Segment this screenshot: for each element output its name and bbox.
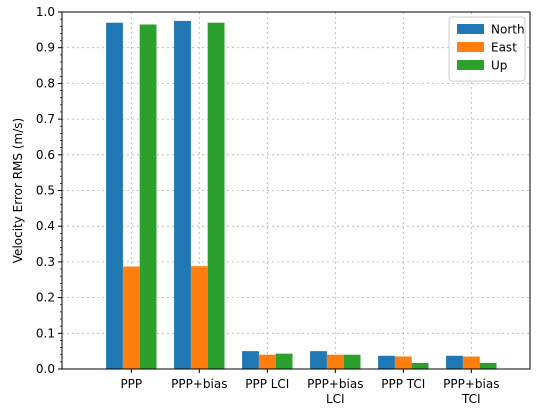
x-tick-label: PPP xyxy=(120,377,142,391)
bar-east-1 xyxy=(190,266,208,369)
x-axis-ticks: PPP PPP+bias PPP LCI PPP+bias LCI PPP TCI PPP+… xyxy=(120,369,499,406)
bar-up-2 xyxy=(275,353,293,369)
bar-group xyxy=(106,20,497,370)
bar-east-2 xyxy=(258,354,276,369)
y-tick-label: 1.0 xyxy=(36,5,55,19)
bar-north-4 xyxy=(378,355,395,369)
y-axis-label: Velocity Error RMS (m/s) xyxy=(11,118,25,263)
bar-east-4 xyxy=(394,356,412,369)
y-tick-label: 0.2 xyxy=(36,291,55,305)
bar-up-1 xyxy=(207,22,225,370)
bar-east-0 xyxy=(122,266,140,369)
x-tick-label: PPP+bias LCI xyxy=(307,377,363,406)
bar-up-5 xyxy=(479,362,497,369)
y-tick-label: 0.8 xyxy=(36,76,55,90)
bar-north-1 xyxy=(174,20,191,370)
bar-up-4 xyxy=(411,362,429,369)
y-tick-label: 0.0 xyxy=(36,362,55,376)
x-tick-label: PPP+bias TCI xyxy=(443,377,499,406)
legend-label-up: Up xyxy=(491,59,507,73)
legend: North East Up xyxy=(448,16,526,82)
bar-north-0 xyxy=(106,22,123,370)
legend-swatch-east xyxy=(457,42,484,52)
bar-north-5 xyxy=(446,355,463,369)
legend-swatch-north xyxy=(457,24,484,34)
bar-north-3 xyxy=(310,351,327,369)
legend-swatch-up xyxy=(457,60,484,70)
x-tick-label: PPP TCI xyxy=(381,377,425,391)
y-tick-label: 0.6 xyxy=(36,148,55,162)
x-tick-label: PPP LCI xyxy=(245,377,289,391)
bar-up-3 xyxy=(343,354,361,369)
bar-north-2 xyxy=(242,351,259,369)
y-axis-ticks: 0.0 0.1 0.2 0.3 0.4 0.5 0.6 0.7 0.8 0.9 1.0 xyxy=(36,5,62,376)
y-tick-label: 0.7 xyxy=(36,112,55,126)
bar-east-5 xyxy=(462,356,480,369)
bar-east-3 xyxy=(326,354,344,369)
bar-up-0 xyxy=(139,24,157,370)
y-tick-label: 0.1 xyxy=(36,326,55,340)
y-tick-label: 0.4 xyxy=(36,219,55,233)
y-tick-label: 0.5 xyxy=(36,184,55,198)
y-tick-label: 0.3 xyxy=(36,255,55,269)
legend-label-east: East xyxy=(491,41,517,55)
legend-label-north: North xyxy=(491,23,525,37)
x-tick-label: PPP+bias xyxy=(171,377,227,391)
y-tick-label: 0.9 xyxy=(36,41,55,55)
